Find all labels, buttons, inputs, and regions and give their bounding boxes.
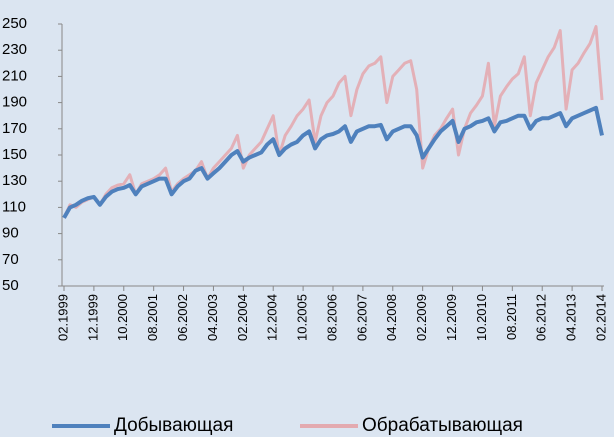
x-tick-label: 06.2007 (354, 294, 369, 341)
y-tick-label: 50 (2, 277, 19, 294)
x-tick-label: 08.2001 (145, 294, 160, 341)
x-tick-label: 04.2003 (205, 294, 220, 341)
y-tick-label: 170 (2, 120, 27, 137)
x-tick-label: 02.2014 (593, 294, 608, 341)
x-tick-label: 04.2008 (384, 294, 399, 341)
series-line (62, 25, 604, 219)
y-tick-label: 70 (2, 251, 19, 268)
y-tick-label: 150 (2, 146, 27, 163)
x-tick-label: 10.2010 (474, 294, 489, 341)
x-tick-label: 06.2012 (534, 294, 549, 341)
x-tick-label: 08.2011 (504, 294, 519, 340)
x-tick-label: 12.1999 (85, 294, 100, 341)
legend-label: Обрабатывающая (362, 415, 523, 436)
x-tick-label: 08.2006 (324, 294, 339, 341)
x-tick-label: 06.2002 (175, 294, 190, 341)
x-tick-label: 04.2013 (564, 294, 579, 341)
x-tick-label: 12.2004 (265, 294, 280, 341)
x-tick-label: 10.2000 (115, 294, 130, 341)
x-tick-label: 02.1999 (55, 294, 70, 341)
y-tick-label: 250 (2, 15, 27, 32)
x-tick-label: 10.2005 (295, 294, 310, 341)
y-tick-label: 130 (2, 172, 27, 189)
legend-label: Добывающая (114, 415, 233, 436)
y-tick-label: 90 (2, 225, 19, 242)
y-tick-label: 190 (2, 94, 27, 111)
series-line (62, 105, 604, 219)
x-tick-label: 02.2004 (235, 294, 250, 341)
y-tick-label: 110 (2, 198, 26, 215)
y-tick-label: 230 (2, 41, 27, 58)
y-tick-label: 210 (2, 67, 27, 84)
x-tick-label: 02.2009 (414, 294, 429, 341)
x-tick-label: 12.2009 (444, 294, 459, 341)
